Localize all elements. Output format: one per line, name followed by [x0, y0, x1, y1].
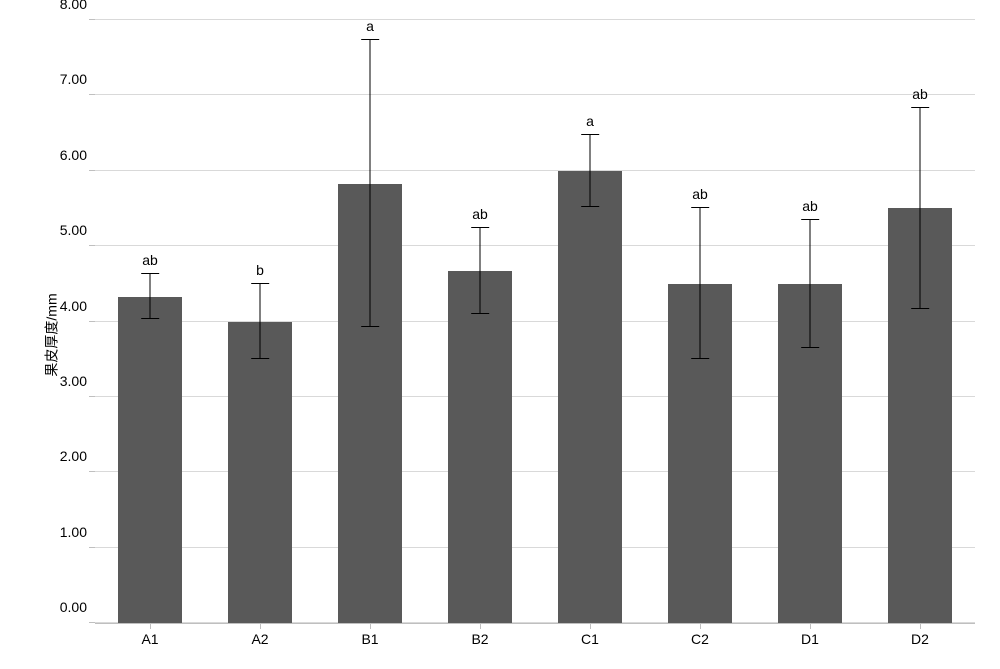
xtick-label: D2 [911, 631, 929, 647]
error-cap [691, 207, 709, 208]
error-cap [361, 39, 379, 40]
significance-label: ab [692, 186, 708, 202]
xtick-label: C1 [581, 631, 599, 647]
ytick-label: 2.00 [60, 448, 87, 464]
bar-slot: b [205, 20, 315, 623]
error-cap [141, 318, 159, 319]
error-bar [920, 108, 921, 308]
xtick-mark [810, 623, 811, 629]
error-cap [911, 107, 929, 108]
xtick-label: A1 [141, 631, 158, 647]
xtick-mark [920, 623, 921, 629]
xtick-mark [480, 623, 481, 629]
ytick-label: 8.00 [60, 0, 87, 12]
error-cap [801, 347, 819, 348]
plot-area: 0.001.002.003.004.005.006.007.008.00abba… [95, 20, 975, 624]
error-bar [370, 40, 371, 326]
significance-label: a [586, 113, 594, 129]
bar-slot: a [315, 20, 425, 623]
bar-slot: ab [865, 20, 975, 623]
xtick-label: D1 [801, 631, 819, 647]
xtick-label: B1 [361, 631, 378, 647]
bar-slot: ab [755, 20, 865, 623]
y-axis-label: 果皮厚度/mm [42, 293, 62, 376]
error-bar [810, 220, 811, 348]
significance-label: ab [802, 198, 818, 214]
significance-label: ab [912, 86, 928, 102]
error-cap [141, 273, 159, 274]
ytick-label: 5.00 [60, 222, 87, 238]
significance-label: ab [472, 206, 488, 222]
error-cap [691, 358, 709, 359]
error-cap [581, 134, 599, 135]
significance-label: a [366, 18, 374, 34]
bar [118, 297, 182, 623]
ytick-label: 0.00 [60, 599, 87, 615]
bars-group: ab b a ab a ab ab ab [95, 20, 975, 623]
error-bar [150, 274, 151, 319]
bar-slot: ab [645, 20, 755, 623]
xtick-label: C2 [691, 631, 709, 647]
xtick-mark [150, 623, 151, 629]
error-cap [251, 283, 269, 284]
xtick-mark [260, 623, 261, 629]
xtick-mark [370, 623, 371, 629]
error-bar [480, 228, 481, 314]
bar [448, 271, 512, 623]
error-cap [251, 358, 269, 359]
error-cap [911, 308, 929, 309]
bar [558, 171, 622, 623]
xtick-label: B2 [471, 631, 488, 647]
error-bar [700, 208, 701, 359]
ytick-label: 6.00 [60, 147, 87, 163]
error-cap [471, 227, 489, 228]
error-bar [260, 284, 261, 359]
bar [228, 322, 292, 624]
bar-slot: ab [425, 20, 535, 623]
ytick-label: 1.00 [60, 524, 87, 540]
ytick-label: 4.00 [60, 298, 87, 314]
error-cap [801, 219, 819, 220]
bar-slot: a [535, 20, 645, 623]
error-bar [590, 135, 591, 207]
xtick-label: A2 [251, 631, 268, 647]
error-cap [361, 326, 379, 327]
bar-chart: 果皮厚度/mm 0.00 1.00 2.00 3.00 4.00 5.00 6.00 7.00… [0, 0, 1000, 669]
significance-label: b [256, 262, 264, 278]
ytick-label: 7.00 [60, 71, 87, 87]
xtick-mark [700, 623, 701, 629]
significance-label: ab [142, 252, 158, 268]
error-cap [471, 313, 489, 314]
xtick-mark [590, 623, 591, 629]
bar-slot: ab [95, 20, 205, 623]
ytick-label: 3.00 [60, 373, 87, 389]
error-cap [581, 206, 599, 207]
